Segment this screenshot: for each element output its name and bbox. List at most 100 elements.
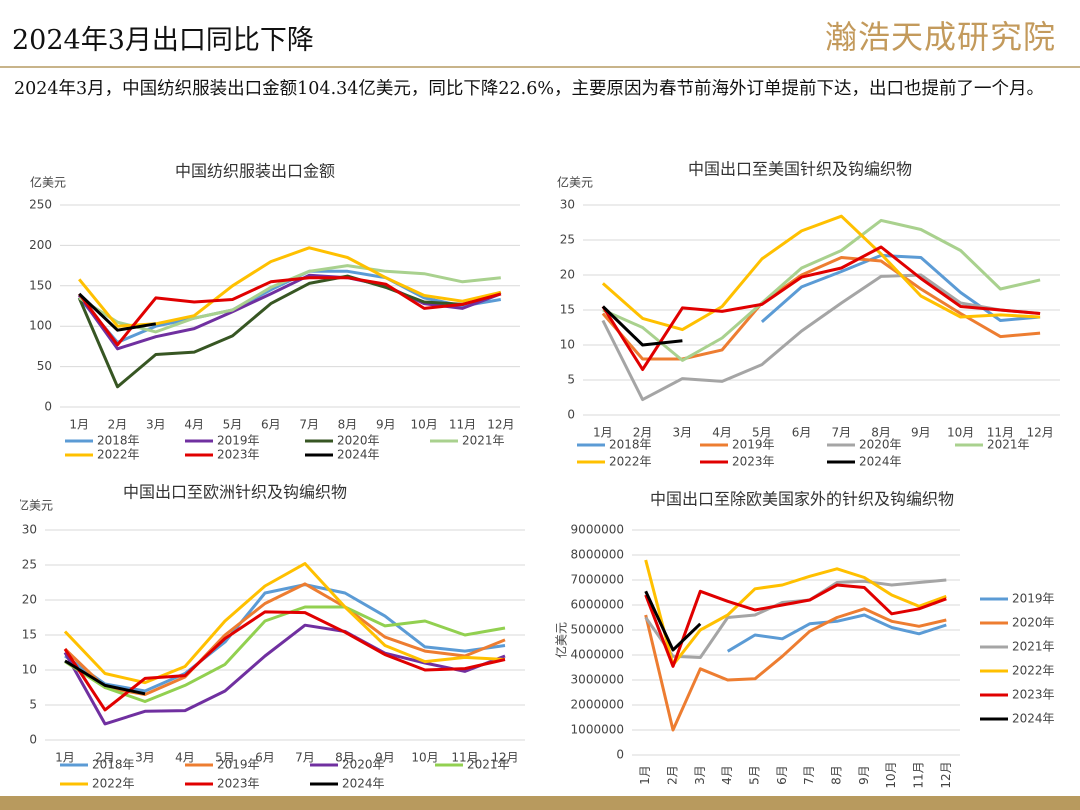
series-line [601,245,1041,371]
legend-label: 2022年 [609,455,652,469]
series-line [77,274,502,389]
series-line [644,590,702,652]
y-tick-label: 0 [29,733,37,747]
y-tick-label: 6000000 [571,598,624,612]
y-tick-label: 25 [560,233,575,247]
x-tick-label: 9月 [911,426,931,440]
x-tick-label: 2月 [633,426,653,440]
series-line [64,659,146,696]
y-tick-label: 5000000 [571,623,624,637]
series-line [644,607,947,732]
y-tick-label: 0 [616,748,624,762]
x-tick-label: 12月 [487,418,514,432]
y-tick-label: 0 [44,400,52,414]
x-tick-label: 6月 [775,765,789,785]
chart-title: 中国出口至欧洲针织及钩编织物 [123,483,347,502]
x-tick-label: 3月 [135,751,155,765]
x-tick-label: 7月 [802,765,816,785]
legend-label: 2018年 [92,758,135,772]
x-tick-label: 7月 [295,751,315,765]
x-tick-label: 9月 [857,765,871,785]
y-tick-label: 30 [22,523,37,537]
y-tick-label: 10 [22,663,37,677]
y-tick-label: 15 [560,303,575,317]
x-tick-label: 8月 [830,765,844,785]
y-axis-label: 亿美元 [554,622,569,658]
legend-label: 2018年 [97,434,140,448]
legend-label: 2021年 [1012,640,1055,654]
legend-label: 2023年 [1012,688,1055,702]
series-line [726,613,947,653]
chart-title: 中国出口至除欧美国家外的针织及钩编织物 [650,490,954,509]
series-line [63,610,506,712]
x-tick-label: 6月 [792,426,812,440]
legend-label: 2019年 [1012,592,1055,606]
series-line [601,214,1041,332]
x-tick-label: 3月 [146,418,166,432]
x-tick-label: 10月 [411,751,438,765]
x-tick-label: 6月 [261,418,281,432]
series-line [63,562,506,685]
legend-label: 2021年 [467,758,510,772]
x-tick-label: 10月 [884,761,898,788]
x-tick-label: 4月 [184,418,204,432]
series-line [601,305,683,347]
legend-label: 2022年 [1012,664,1055,678]
series-line [644,559,947,667]
series-line [64,605,506,703]
x-tick-label: 1月 [593,426,613,440]
x-tick-label: 7月 [299,418,319,432]
x-tick-label: 1月 [55,751,75,765]
header: 2024年3月出口同比下降 瀚浩天成研究院 [0,0,1080,68]
x-tick-label: 8月 [335,751,355,765]
footer-bar [0,796,1080,810]
x-tick-label: 6月 [255,751,275,765]
y-axis-label: 亿美元 [20,498,53,513]
legend-label: 2019年 [217,758,260,772]
x-tick-label: 10月 [411,418,438,432]
chart-title: 中国出口至美国针织及钩编织物 [688,160,912,179]
legend-label: 2023年 [217,448,260,462]
y-tick-label: 7000000 [571,573,624,587]
x-tick-label: 8月 [871,426,891,440]
y-tick-label: 10 [560,338,575,352]
y-tick-label: 15 [22,628,37,642]
legend-label: 2024年 [342,777,385,791]
x-tick-label: 2月 [95,751,115,765]
legend-label: 2019年 [217,434,260,448]
y-tick-label: 9000000 [571,523,624,537]
y-axis-label: 亿美元 [30,175,66,190]
x-tick-label: 7月 [832,426,852,440]
series-line [644,583,947,668]
y-tick-label: 4000000 [571,648,624,662]
x-tick-label: 11月 [912,761,926,788]
x-tick-label: 3月 [693,765,707,785]
series-line [77,273,502,351]
y-tick-label: 8000000 [571,548,624,562]
series-line [78,292,157,332]
legend-label: 2022年 [97,448,140,462]
legend-label: 2020年 [1012,616,1055,630]
y-tick-label: 50 [37,359,52,373]
x-tick-label: 1月 [69,418,89,432]
y-tick-label: 250 [29,198,52,212]
x-tick-label: 11月 [449,418,476,432]
x-tick-label: 12月 [939,761,953,788]
y-tick-label: 100 [29,319,52,333]
legend-label: 2021年 [987,438,1030,452]
legend-label: 2024年 [337,448,380,462]
legend-label: 2022年 [92,777,135,791]
y-tick-label: 20 [560,268,575,282]
y-tick-label: 200 [29,238,52,252]
legend-label: 2020年 [337,434,380,448]
series-line [601,273,1041,402]
y-axis-label: 亿美元 [557,175,593,190]
x-tick-label: 11月 [451,751,478,765]
series-line [63,623,506,726]
y-tick-label: 20 [22,593,37,607]
x-tick-label: 9月 [376,418,396,432]
legend-label: 2019年 [732,438,775,452]
